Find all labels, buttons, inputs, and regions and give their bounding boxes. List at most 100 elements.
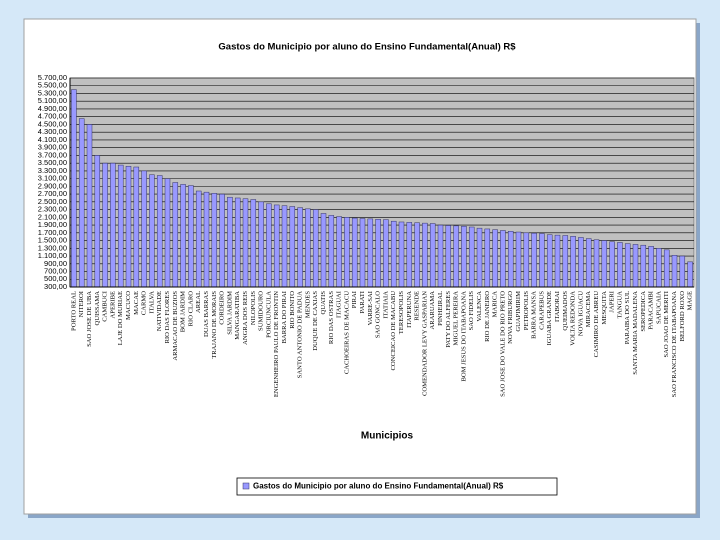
y-tick-label: 700,00: [44, 267, 67, 276]
y-tick-label: 2.100,00: [38, 212, 67, 221]
bar: [71, 89, 77, 288]
bar: [406, 222, 413, 288]
bar: [211, 193, 218, 288]
bar: [94, 155, 101, 288]
bar: [656, 248, 662, 288]
y-tick-label: 500,00: [44, 274, 67, 283]
x-tick-label: SAO JOAO DE MERITI: [663, 291, 670, 358]
bar: [640, 244, 647, 288]
x-axis-label: Municipios: [361, 431, 414, 442]
y-tick-label: 2.500,00: [38, 197, 67, 206]
bar: [492, 229, 498, 288]
bar: [336, 216, 342, 288]
bar: [531, 232, 537, 288]
legend-swatch: [242, 482, 250, 490]
x-tick-label: RIO DE JANEIRO: [484, 291, 491, 342]
x-tick-label: SAO JOSE DO VALE DO RIO PRETO: [499, 291, 506, 397]
bar: [359, 218, 366, 288]
x-tick-label: BARRA MANSA: [531, 291, 538, 339]
bar: [375, 219, 381, 288]
chart-title: Gastos do Municipio por aluno do Ensino …: [218, 42, 516, 53]
x-tick-label: PETROPOLIS: [523, 291, 530, 331]
y-tick-label: 1.100,00: [38, 251, 67, 260]
x-tick-label: DUQUE DE CAXIAS: [312, 291, 319, 351]
plot-area: [69, 77, 695, 288]
x-tick-label: NATIVIDADE: [156, 291, 163, 331]
x-tick-label: MESQUITA: [601, 291, 608, 325]
x-tick-label: MACAE: [133, 291, 140, 315]
bar: [422, 222, 428, 288]
bar: [110, 162, 116, 288]
x-tick-label: AREAL: [195, 291, 202, 313]
y-tick-label: 3.300,00: [38, 166, 67, 175]
bar: [141, 170, 147, 288]
x-tick-label: BOM JESUS DO ITABAPOANA: [460, 291, 467, 382]
bar: [320, 213, 327, 288]
bar: [554, 234, 561, 288]
x-tick-label: ITAGUAI: [336, 291, 343, 318]
x-tick-label: RIO DAS OSTRAS: [328, 291, 335, 344]
x-tick-label: VARRE-SAI: [367, 291, 374, 325]
x-tick-label: VOLTA REDONDA: [570, 291, 577, 346]
bar: [453, 225, 459, 288]
y-tick-label: 1.500,00: [38, 236, 67, 245]
bar: [539, 233, 545, 288]
x-tick-label: IGUABA GRANDE: [546, 291, 553, 345]
bar: [461, 225, 467, 288]
y-tick-label: 900,00: [44, 259, 67, 268]
x-tick-label: MARICA: [492, 291, 499, 318]
bar: [515, 231, 522, 288]
x-tick-label: COMENDADOR LEVY GASPARIAN: [421, 291, 428, 396]
x-tick-label: CORDEIRO: [219, 291, 226, 325]
y-tick-label: 2.700,00: [38, 189, 67, 198]
x-tick-label: PINHEIRAL: [437, 291, 444, 326]
bar: [609, 241, 615, 288]
bar: [297, 207, 303, 288]
y-tick-label: 1.700,00: [38, 228, 67, 237]
bar: [344, 217, 350, 288]
bar: [414, 222, 420, 288]
x-tick-label: SANTO ANTONIO DE PADUA: [297, 291, 304, 378]
bar: [437, 224, 444, 288]
x-tick-label: PORTO REAL: [70, 291, 77, 331]
bar: [219, 193, 225, 288]
x-tick-label: ITAPERUNA: [406, 291, 413, 328]
bar: [578, 237, 584, 288]
bar: [617, 242, 623, 288]
x-tick-label: PARAIBA DO SUL: [624, 291, 631, 344]
x-tick-label: ITALVA: [148, 291, 155, 314]
x-tick-label: NOVA IGUACU: [577, 291, 584, 336]
x-tick-label: ARMACAO DE BUZIOS: [172, 291, 179, 361]
x-tick-label: MENDES: [304, 291, 311, 318]
bar: [188, 185, 194, 288]
x-tick-label: MAGE: [687, 291, 694, 310]
bar: [133, 166, 140, 288]
x-tick-label: APERIBE: [109, 291, 116, 318]
bar: [398, 221, 405, 288]
bar: [429, 223, 436, 288]
x-tick-label: SAO GONCALO: [375, 291, 382, 338]
bar: [149, 174, 155, 288]
y-tick-label: 3.700,00: [38, 150, 67, 159]
x-tick-label: ITABORAI: [554, 291, 561, 322]
x-tick-label: PATY DO ALFERES: [445, 291, 452, 348]
x-tick-label: PARACAMBI: [648, 291, 655, 330]
x-tick-label: PIRAI: [351, 291, 358, 308]
y-tick-label: 4.100,00: [38, 135, 67, 144]
x-tick-label: NOVA FRIBURGO: [507, 291, 514, 344]
y-tick-label: 3.500,00: [38, 158, 67, 167]
x-tick-label: BELFORD ROXO: [679, 291, 686, 342]
x-tick-label: PORCIUNCULA: [265, 291, 272, 338]
bar: [546, 234, 553, 288]
x-tick-label: ANGRA DOS REIS: [242, 291, 249, 345]
bar: [663, 249, 670, 288]
x-tick-label: JAPERI: [609, 291, 616, 313]
bar: [570, 236, 576, 288]
y-tick-label: 1.900,00: [38, 220, 67, 229]
x-tick-label: TRAJANO DE MORAIS: [211, 291, 218, 359]
bar: [242, 198, 249, 288]
x-tick-label: MIGUEL PEREIRA: [453, 291, 460, 346]
y-tick-label: 4.900,00: [38, 104, 67, 113]
